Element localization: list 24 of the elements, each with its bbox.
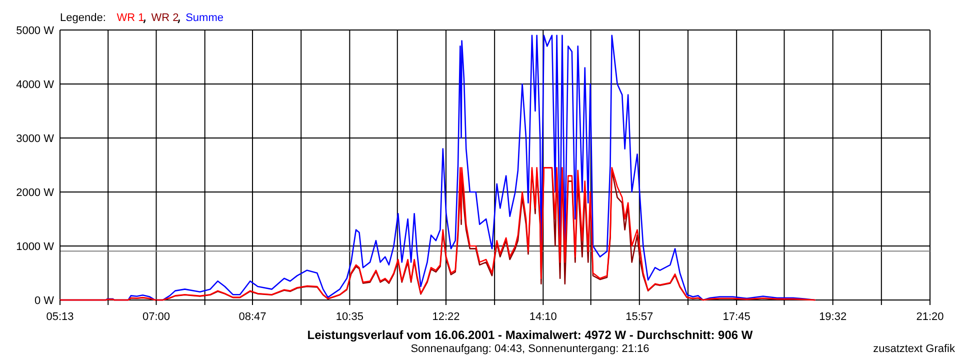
- text: Leistungsverlauf vom 16.06.2001 - Maximalwert: 4972 W - Durchschnitt: 906 W: [307, 328, 754, 342]
- y-tick-label: 4000 W: [16, 79, 55, 91]
- text: Summe: [186, 12, 224, 24]
- x-tick-label: 14:10: [529, 311, 557, 323]
- x-tick-label: 12:22: [432, 311, 460, 323]
- y-tick-label: 3000 W: [16, 133, 55, 145]
- x-tick-label: 19:32: [819, 311, 847, 323]
- y-tick-label: 0 W: [34, 295, 55, 307]
- x-tick-label: 17:45: [722, 311, 750, 323]
- x-tick-label: 10:35: [336, 311, 364, 323]
- y-tick-label: 1000 W: [16, 241, 55, 253]
- x-tick-label: 15:57: [626, 311, 654, 323]
- x-tick-label: 05:13: [46, 311, 74, 323]
- x-tick-label: 21:20: [916, 311, 944, 323]
- legend-title: Legende:: [60, 12, 106, 24]
- text: zusatztext Grafik: [873, 343, 956, 355]
- x-tick-label: 07:00: [142, 311, 170, 323]
- text: Sonnenaufgang: 04:43, Sonnenuntergang: 21:16: [410, 343, 650, 355]
- text: WR 2: [151, 12, 179, 24]
- x-tick-label: 08:47: [238, 311, 266, 323]
- y-tick-label: 2000 W: [16, 187, 55, 199]
- y-tick-label: 5000 W: [16, 25, 55, 37]
- text: WR 1: [116, 12, 144, 24]
- line-series: [60, 167, 816, 301]
